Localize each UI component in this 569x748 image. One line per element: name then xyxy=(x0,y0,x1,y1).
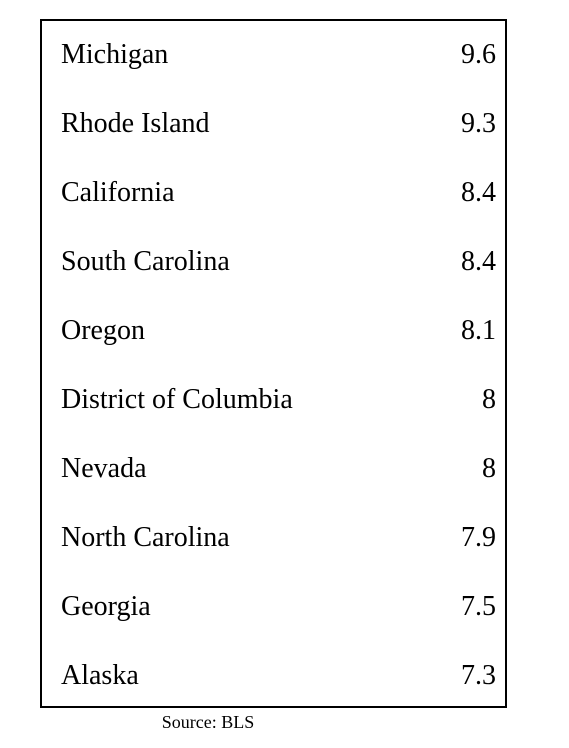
row-label: Rhode Island xyxy=(61,108,210,139)
row-value: 8.4 xyxy=(461,177,496,208)
row-value: 9.3 xyxy=(461,108,496,139)
row-label: California xyxy=(61,177,175,208)
row-label: Alaska xyxy=(61,660,139,691)
data-table: Michigan 9.6 Rhode Island 9.3 California 8.4 S… xyxy=(40,19,507,708)
row-label: North Carolina xyxy=(61,522,230,553)
table-row: California 8.4 xyxy=(42,159,505,228)
row-label: Oregon xyxy=(61,315,145,346)
table-row: Alaska 7.3 xyxy=(42,642,505,711)
row-label: District of Columbia xyxy=(61,384,293,415)
table-row: District of Columbia 8 xyxy=(42,366,505,435)
row-value: 7.3 xyxy=(461,660,496,691)
row-value: 8.1 xyxy=(461,315,496,346)
row-label: Michigan xyxy=(61,39,169,70)
row-value: 8 xyxy=(482,453,496,484)
row-value: 8 xyxy=(482,384,496,415)
table-row: Michigan 9.6 xyxy=(42,21,505,90)
table-row: South Carolina 8.4 xyxy=(42,228,505,297)
row-label: Nevada xyxy=(61,453,147,484)
table-row: Nevada 8 xyxy=(42,435,505,504)
row-label: South Carolina xyxy=(61,246,230,277)
table-row: Rhode Island 9.3 xyxy=(42,90,505,159)
row-value: 7.5 xyxy=(461,591,496,622)
row-value: 8.4 xyxy=(461,246,496,277)
table-row: North Carolina 7.9 xyxy=(42,504,505,573)
source-note: Source: BLS xyxy=(161,712,255,732)
row-value: 7.9 xyxy=(461,522,496,553)
table-row: Georgia 7.5 xyxy=(42,573,505,642)
table-row: Oregon 8.1 xyxy=(42,297,505,366)
row-label: Georgia xyxy=(61,591,151,622)
row-value: 9.6 xyxy=(461,39,496,70)
